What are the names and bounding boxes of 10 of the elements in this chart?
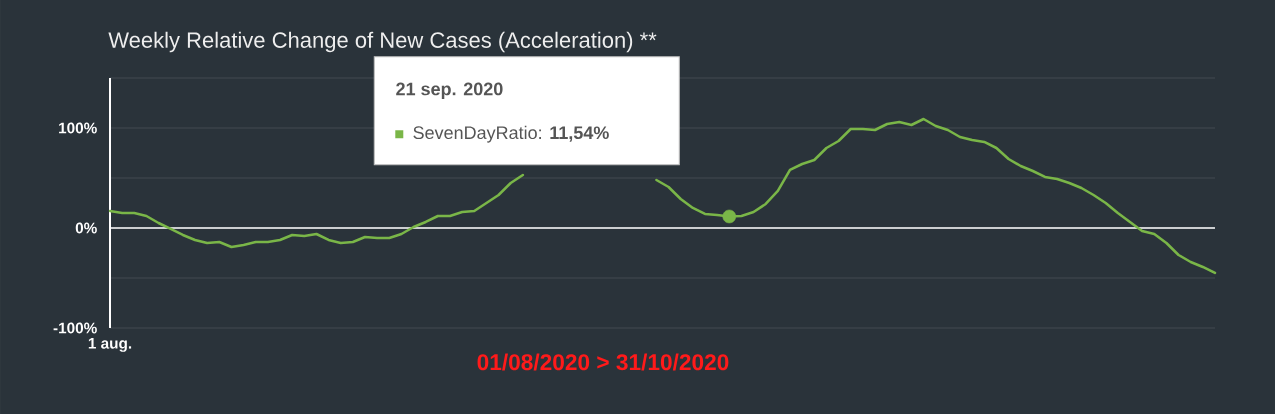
line-series (655, 117, 1217, 275)
annotation: 21 sep. 2020 (396, 82, 503, 99)
y-tick-label: 0% (75, 222, 97, 234)
chart-title: Weekly Relative Change of New Cases (Acceleration) ** (108, 31, 657, 53)
annotation: SevenDayRatio: 11,54% (413, 125, 609, 143)
line-series (108, 173, 525, 249)
x-tick-label: 1 aug. (88, 338, 132, 352)
text: 01/08/2020 > 31/10/2020 (477, 353, 729, 371)
y-tick-label: 100% (59, 122, 97, 134)
y-tick-label: -100% (53, 322, 97, 334)
